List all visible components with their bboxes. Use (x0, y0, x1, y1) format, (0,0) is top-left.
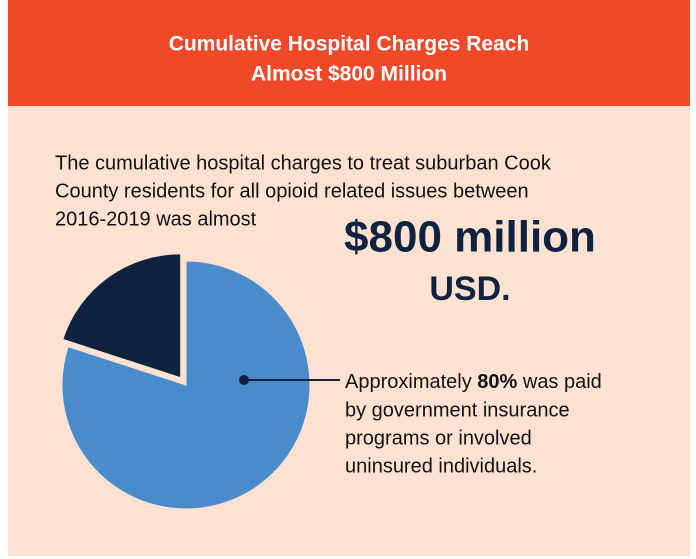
title-line: Almost $800 Million (251, 63, 447, 86)
annotation-line: by government insurance (345, 399, 570, 421)
title-line: Cumulative Hospital Charges Reach (169, 33, 530, 56)
annotation-line: Approximately 80% was paid (345, 371, 602, 393)
pie-slice (61, 260, 311, 510)
header-band (8, 0, 690, 106)
highlight-unit: USD. (429, 270, 510, 308)
highlight-amount: $800 million (344, 213, 596, 262)
intro-line: County residents for all opioid related … (55, 180, 529, 202)
annotation-text: Approximately (345, 371, 477, 393)
pie-slice (62, 253, 182, 379)
annotation-line: uninsured individuals. (345, 455, 537, 477)
intro-line: The cumulative hospital charges to treat… (55, 152, 552, 174)
pie (61, 253, 311, 510)
annotation-line: programs or involved (345, 427, 532, 449)
annotation-text: was paid (517, 371, 602, 393)
intro-line: 2016-2019 was almost (55, 208, 257, 230)
annotation-bold: 80% (477, 371, 517, 393)
